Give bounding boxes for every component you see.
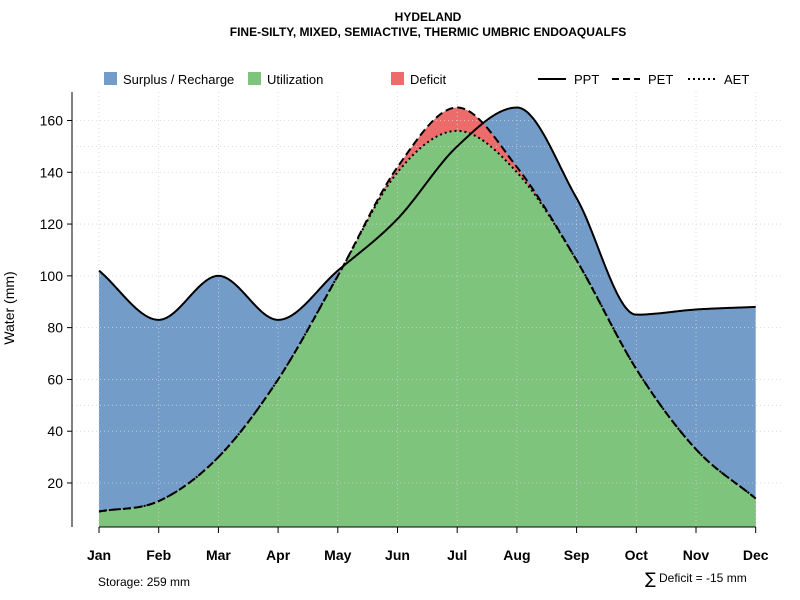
x-tick-label-jul: Jul xyxy=(447,547,467,563)
deficit-annotation: Deficit = -15 mm xyxy=(659,571,747,585)
legend-label-deficit: Deficit xyxy=(410,72,447,87)
legend-swatch-utilization xyxy=(248,72,261,85)
y-tick-label-1: 40 xyxy=(47,423,63,439)
y-tick-label-2: 60 xyxy=(47,371,63,387)
x-tick-label-feb: Feb xyxy=(146,547,171,563)
x-tick-label-jan: Jan xyxy=(87,547,111,563)
chart-title: HYDELAND xyxy=(395,10,462,24)
y-tick-label-5: 120 xyxy=(40,216,64,232)
storage-annotation: Storage: 259 mm xyxy=(98,575,190,589)
x-tick-label-dec: Dec xyxy=(743,547,769,563)
legend: Surplus / Recharge Utilization Deficit P… xyxy=(104,72,749,87)
y-tick-label-4: 100 xyxy=(40,268,64,284)
x-tick-label-mar: Mar xyxy=(206,547,231,563)
x-tick-label-nov: Nov xyxy=(683,547,710,563)
x-tick-label-sep: Sep xyxy=(564,547,590,563)
utilization-area xyxy=(99,130,756,527)
y-tick-label-7: 160 xyxy=(40,112,64,128)
x-tick-label-may: May xyxy=(324,547,351,563)
title-group: HYDELAND FINE-SILTY, MIXED, SEMIACTIVE, … xyxy=(230,10,626,39)
legend-label-aet: AET xyxy=(724,72,749,87)
legend-label-utilization: Utilization xyxy=(267,72,323,87)
chart-subtitle: FINE-SILTY, MIXED, SEMIACTIVE, THERMIC U… xyxy=(230,25,626,39)
legend-label-ppt: PPT xyxy=(574,72,599,87)
y-axis-label: Water (mm) xyxy=(1,271,17,344)
y-tick-label-6: 140 xyxy=(40,164,64,180)
plot-area xyxy=(72,92,783,527)
x-tick-label-jun: Jun xyxy=(385,547,410,563)
series-line-aet xyxy=(98,129,757,513)
series-line-ppt xyxy=(98,106,756,321)
legend-swatch-deficit xyxy=(391,72,404,85)
axes: Water (mm) 20 40 60 80 100 120 140 160 Jan Feb Mar… xyxy=(1,92,769,563)
legend-swatch-surplus xyxy=(104,72,117,85)
sum-icon: ∑ xyxy=(645,569,656,588)
footer: Storage: 259 mm ∑ Deficit = -15 mm xyxy=(98,569,747,589)
y-tick-label-3: 80 xyxy=(47,320,63,336)
x-tick-label-oct: Oct xyxy=(625,547,649,563)
x-tick-label-apr: Apr xyxy=(266,547,291,563)
legend-label-surplus: Surplus / Recharge xyxy=(123,72,234,87)
y-tick-label-0: 20 xyxy=(47,475,63,491)
x-tick-label-aug: Aug xyxy=(503,547,530,563)
legend-label-pet: PET xyxy=(648,72,673,87)
